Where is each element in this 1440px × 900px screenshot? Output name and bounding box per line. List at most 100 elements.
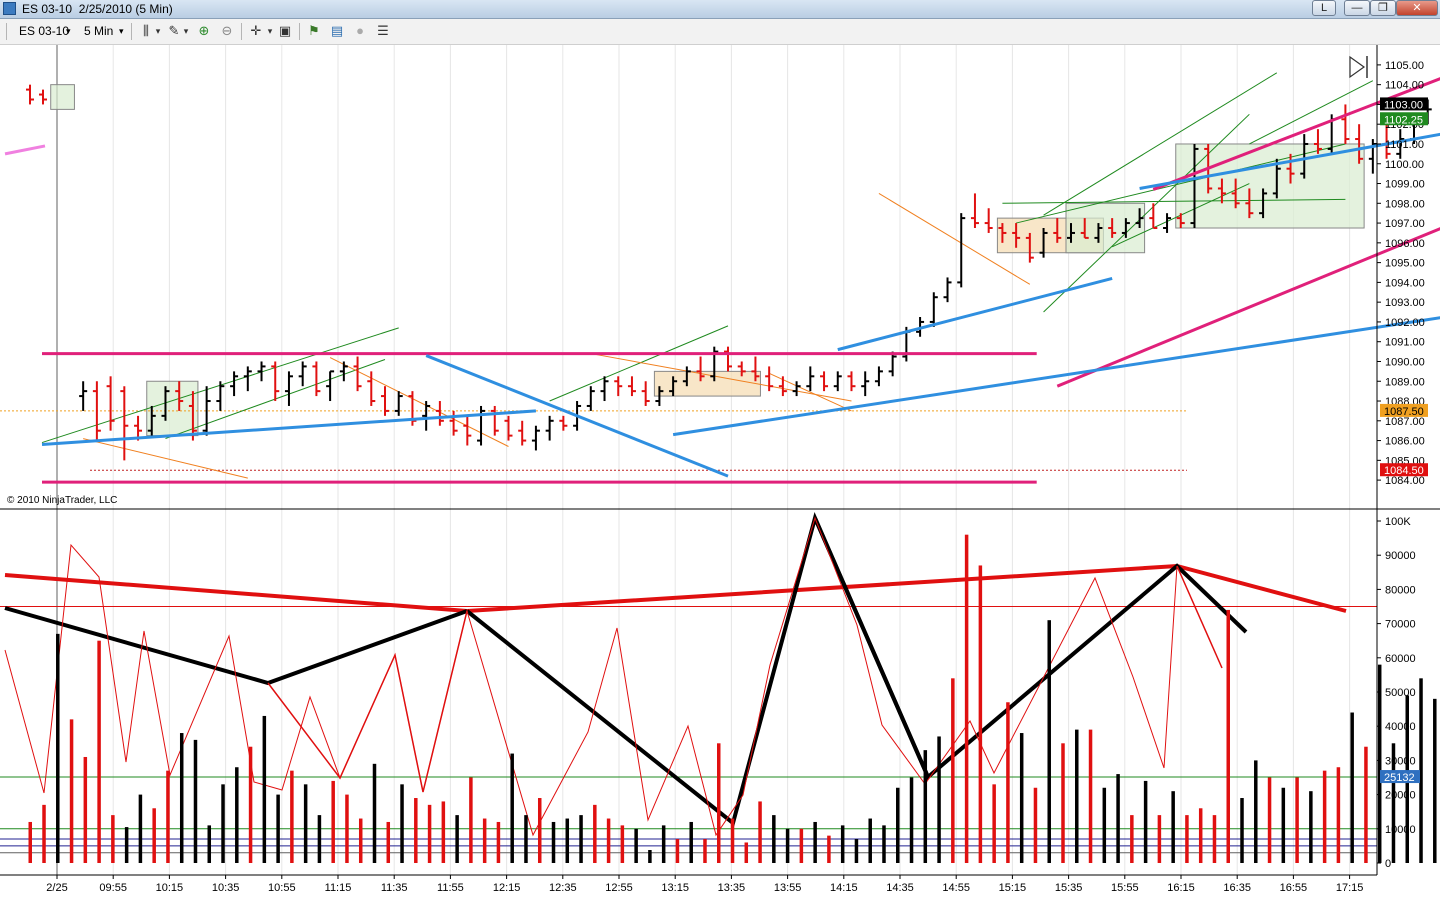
volume-tick-label: 50000 bbox=[1385, 687, 1416, 699]
price-tick-label: 1105.00 bbox=[1385, 60, 1424, 72]
title-bar: ES 03-10 2/25/2010 (5 Min) L — ❐ ✕ bbox=[0, 0, 1440, 19]
volume-bar bbox=[276, 794, 280, 863]
thin-trend-line bbox=[1043, 72, 1278, 216]
magenta-trend-upper bbox=[1152, 77, 1440, 191]
pink-stub-line bbox=[4, 144, 46, 156]
volume-bar bbox=[1336, 767, 1341, 863]
draw-dropdown-icon[interactable]: ▾ bbox=[183, 26, 189, 36]
volume-bar bbox=[1171, 791, 1175, 863]
volume-bar bbox=[372, 763, 377, 863]
crosshair-icon[interactable]: ✛ bbox=[250, 23, 262, 38]
time-tick-label: 12:15 bbox=[493, 882, 521, 894]
volume-zigzag-line bbox=[4, 563, 1347, 614]
volume-bar bbox=[111, 815, 115, 863]
price-tick-label: 1100.00 bbox=[1385, 159, 1424, 171]
bar-type-icon[interactable]: ⫼ bbox=[143, 23, 149, 38]
chart-area[interactable]: 2/25 09:55 10:15 10:35 10:55 11:15 11:35 11:55 1… bbox=[0, 45, 1440, 900]
volume-marker-badge bbox=[1380, 770, 1420, 784]
volume-bar bbox=[400, 784, 404, 863]
time-tick-label: 14:35 bbox=[886, 882, 914, 894]
time-tick-label: 09:55 bbox=[99, 882, 127, 894]
volume-bar bbox=[813, 821, 817, 863]
volume-bar bbox=[524, 815, 528, 863]
price-tick-label: 1092.00 bbox=[1385, 317, 1425, 329]
volume-bar bbox=[235, 767, 239, 863]
volume-bar bbox=[179, 733, 184, 863]
consolidation-box bbox=[1065, 202, 1146, 254]
volume-swing-line bbox=[4, 516, 1178, 837]
volume-bar bbox=[758, 801, 762, 863]
thin-trend-line bbox=[549, 325, 729, 402]
data-box-icon[interactable]: ▣ bbox=[278, 23, 292, 38]
scroll-end-icon[interactable] bbox=[1349, 55, 1368, 79]
zoom-out-icon[interactable]: ⊖ bbox=[221, 23, 233, 38]
price-marker-badge bbox=[1380, 403, 1428, 417]
volume-bar bbox=[1143, 780, 1148, 863]
volume-bar bbox=[1212, 815, 1217, 863]
crosshair-dropdown-icon[interactable]: ▾ bbox=[267, 26, 273, 36]
volume-bar bbox=[303, 784, 308, 863]
properties-icon[interactable]: ☰ bbox=[377, 23, 389, 38]
close-button[interactable]: ✕ bbox=[1396, 0, 1438, 16]
volume-bar bbox=[221, 784, 225, 863]
indicator-icon[interactable]: ▤ bbox=[330, 23, 344, 38]
volume-bar bbox=[69, 719, 74, 863]
blue-trend-high bbox=[1139, 132, 1440, 190]
instrument-selector[interactable]: ES 03-10 bbox=[19, 24, 70, 38]
volume-bar bbox=[496, 821, 501, 863]
time-grid bbox=[56, 45, 1351, 875]
time-tick-label: 16:55 bbox=[1280, 882, 1308, 894]
volume-bar bbox=[992, 784, 996, 863]
volume-bar bbox=[248, 746, 253, 863]
volume-bar bbox=[83, 756, 88, 863]
volume-bar bbox=[744, 842, 749, 863]
volume-bar bbox=[978, 565, 983, 863]
time-tick-label: 13:55 bbox=[774, 882, 802, 894]
volume-bar bbox=[1088, 729, 1093, 863]
time-tick-label: 11:55 bbox=[437, 882, 464, 894]
volume-bar bbox=[1061, 743, 1065, 863]
bar-type-dropdown-icon[interactable]: ▾ bbox=[155, 26, 161, 36]
volume-bar bbox=[317, 815, 322, 863]
volume-bar bbox=[1019, 733, 1024, 863]
time-tick-label: 14:55 bbox=[942, 882, 970, 894]
window-title: ES 03-10 2/25/2010 (5 Min) bbox=[22, 2, 173, 16]
volume-bar bbox=[579, 815, 583, 863]
price-marker-label: 1084.50 bbox=[1384, 465, 1424, 477]
price-marker-badge bbox=[1380, 463, 1428, 477]
maximize-button[interactable]: ❐ bbox=[1370, 0, 1396, 16]
volume-zigzag bbox=[4, 511, 1347, 837]
thin-trend-line bbox=[1043, 113, 1250, 313]
thin-trend-line bbox=[1002, 198, 1346, 204]
volume-bar bbox=[827, 835, 831, 863]
volume-bar bbox=[1391, 743, 1396, 863]
volume-bar bbox=[1240, 798, 1244, 863]
volume-bar bbox=[1364, 746, 1368, 863]
price-tick-label: 1087.00 bbox=[1385, 416, 1425, 428]
circle-icon[interactable]: ● bbox=[356, 23, 364, 38]
interval-dropdown-icon[interactable]: ▾ bbox=[119, 26, 124, 36]
interval-selector[interactable]: 5 Min bbox=[84, 24, 114, 38]
axes: 2/25 09:55 10:15 10:35 10:55 11:15 11:35 11:55 1… bbox=[46, 60, 1428, 894]
volume-bar bbox=[1433, 698, 1437, 863]
time-tick-label: 12:35 bbox=[549, 882, 577, 894]
price-tick-label: 1096.00 bbox=[1385, 238, 1425, 250]
thin-trend-line bbox=[590, 353, 852, 402]
volume-bar bbox=[152, 808, 156, 863]
time-tick-label: 17:15 bbox=[1336, 882, 1364, 894]
instrument-dropdown-icon[interactable]: ▾ bbox=[66, 26, 71, 36]
price-tick-label: 1093.00 bbox=[1385, 297, 1425, 309]
link-button[interactable]: L bbox=[1312, 0, 1336, 16]
volume-bar bbox=[386, 821, 391, 863]
minimize-button[interactable]: — bbox=[1344, 0, 1370, 16]
volume-bar bbox=[896, 787, 900, 863]
app-icon bbox=[3, 2, 16, 15]
volume-bar bbox=[1295, 777, 1299, 863]
strategy-icon[interactable]: ⚑ bbox=[308, 23, 320, 38]
zoom-in-icon[interactable]: ⊕ bbox=[198, 23, 210, 38]
toolbar-separator bbox=[131, 23, 132, 40]
draw-pen-icon[interactable]: ✎ bbox=[168, 23, 180, 38]
thin-trend-line bbox=[329, 357, 509, 447]
volume-bar bbox=[97, 640, 101, 863]
price-level-lines bbox=[0, 410, 1187, 471]
